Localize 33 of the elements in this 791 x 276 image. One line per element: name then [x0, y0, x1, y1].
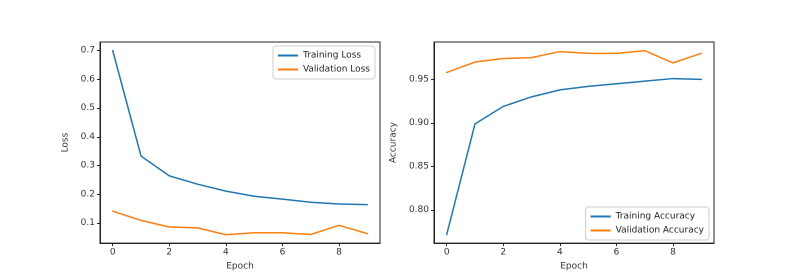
x-axis-title: Epoch	[226, 262, 254, 272]
x-axis-title: Epoch	[560, 262, 588, 272]
y-tick-label: 0.85	[408, 161, 429, 172]
y-tick-label: 0.3	[80, 160, 95, 171]
y-tick-label: 0.90	[408, 118, 430, 128]
y-tick-label: 0.95	[408, 74, 429, 84]
y-tick-label: 0.7	[80, 46, 95, 56]
legend-label: Validation Loss	[302, 64, 370, 74]
y-tick-label: 0.2	[80, 189, 95, 200]
x-tick-label: 8	[670, 248, 676, 258]
x-tick-label: 0	[444, 248, 450, 258]
y-tick-label: 0.6	[80, 74, 96, 84]
legend-label: Training Loss	[302, 50, 362, 60]
x-tick-label: 8	[336, 248, 342, 258]
x-tick-label: 6	[614, 248, 620, 258]
y-tick-label: 0.4	[80, 132, 96, 142]
line-series	[112, 50, 368, 206]
y-tick-label: 0.80	[408, 205, 430, 216]
x-tick-label: 0	[110, 248, 116, 258]
legend-label: Training Accuracy	[614, 212, 696, 222]
y-tick-label: 0.5	[80, 103, 95, 114]
x-tick-label: 4	[222, 248, 229, 258]
legend-label: Validation Accuracy	[616, 226, 705, 236]
x-tick-label: 6	[280, 248, 286, 258]
y-tick-label: 0.1	[80, 218, 95, 228]
x-tick-label: 4	[556, 248, 563, 258]
x-tick-label: 2	[166, 248, 172, 258]
y-axis-title: Accuracy	[388, 121, 399, 164]
x-tick-label: 2	[500, 248, 506, 258]
line-series	[112, 210, 368, 236]
y-axis-title: Loss	[60, 132, 70, 152]
line-series	[446, 50, 702, 74]
line-series	[446, 78, 702, 236]
